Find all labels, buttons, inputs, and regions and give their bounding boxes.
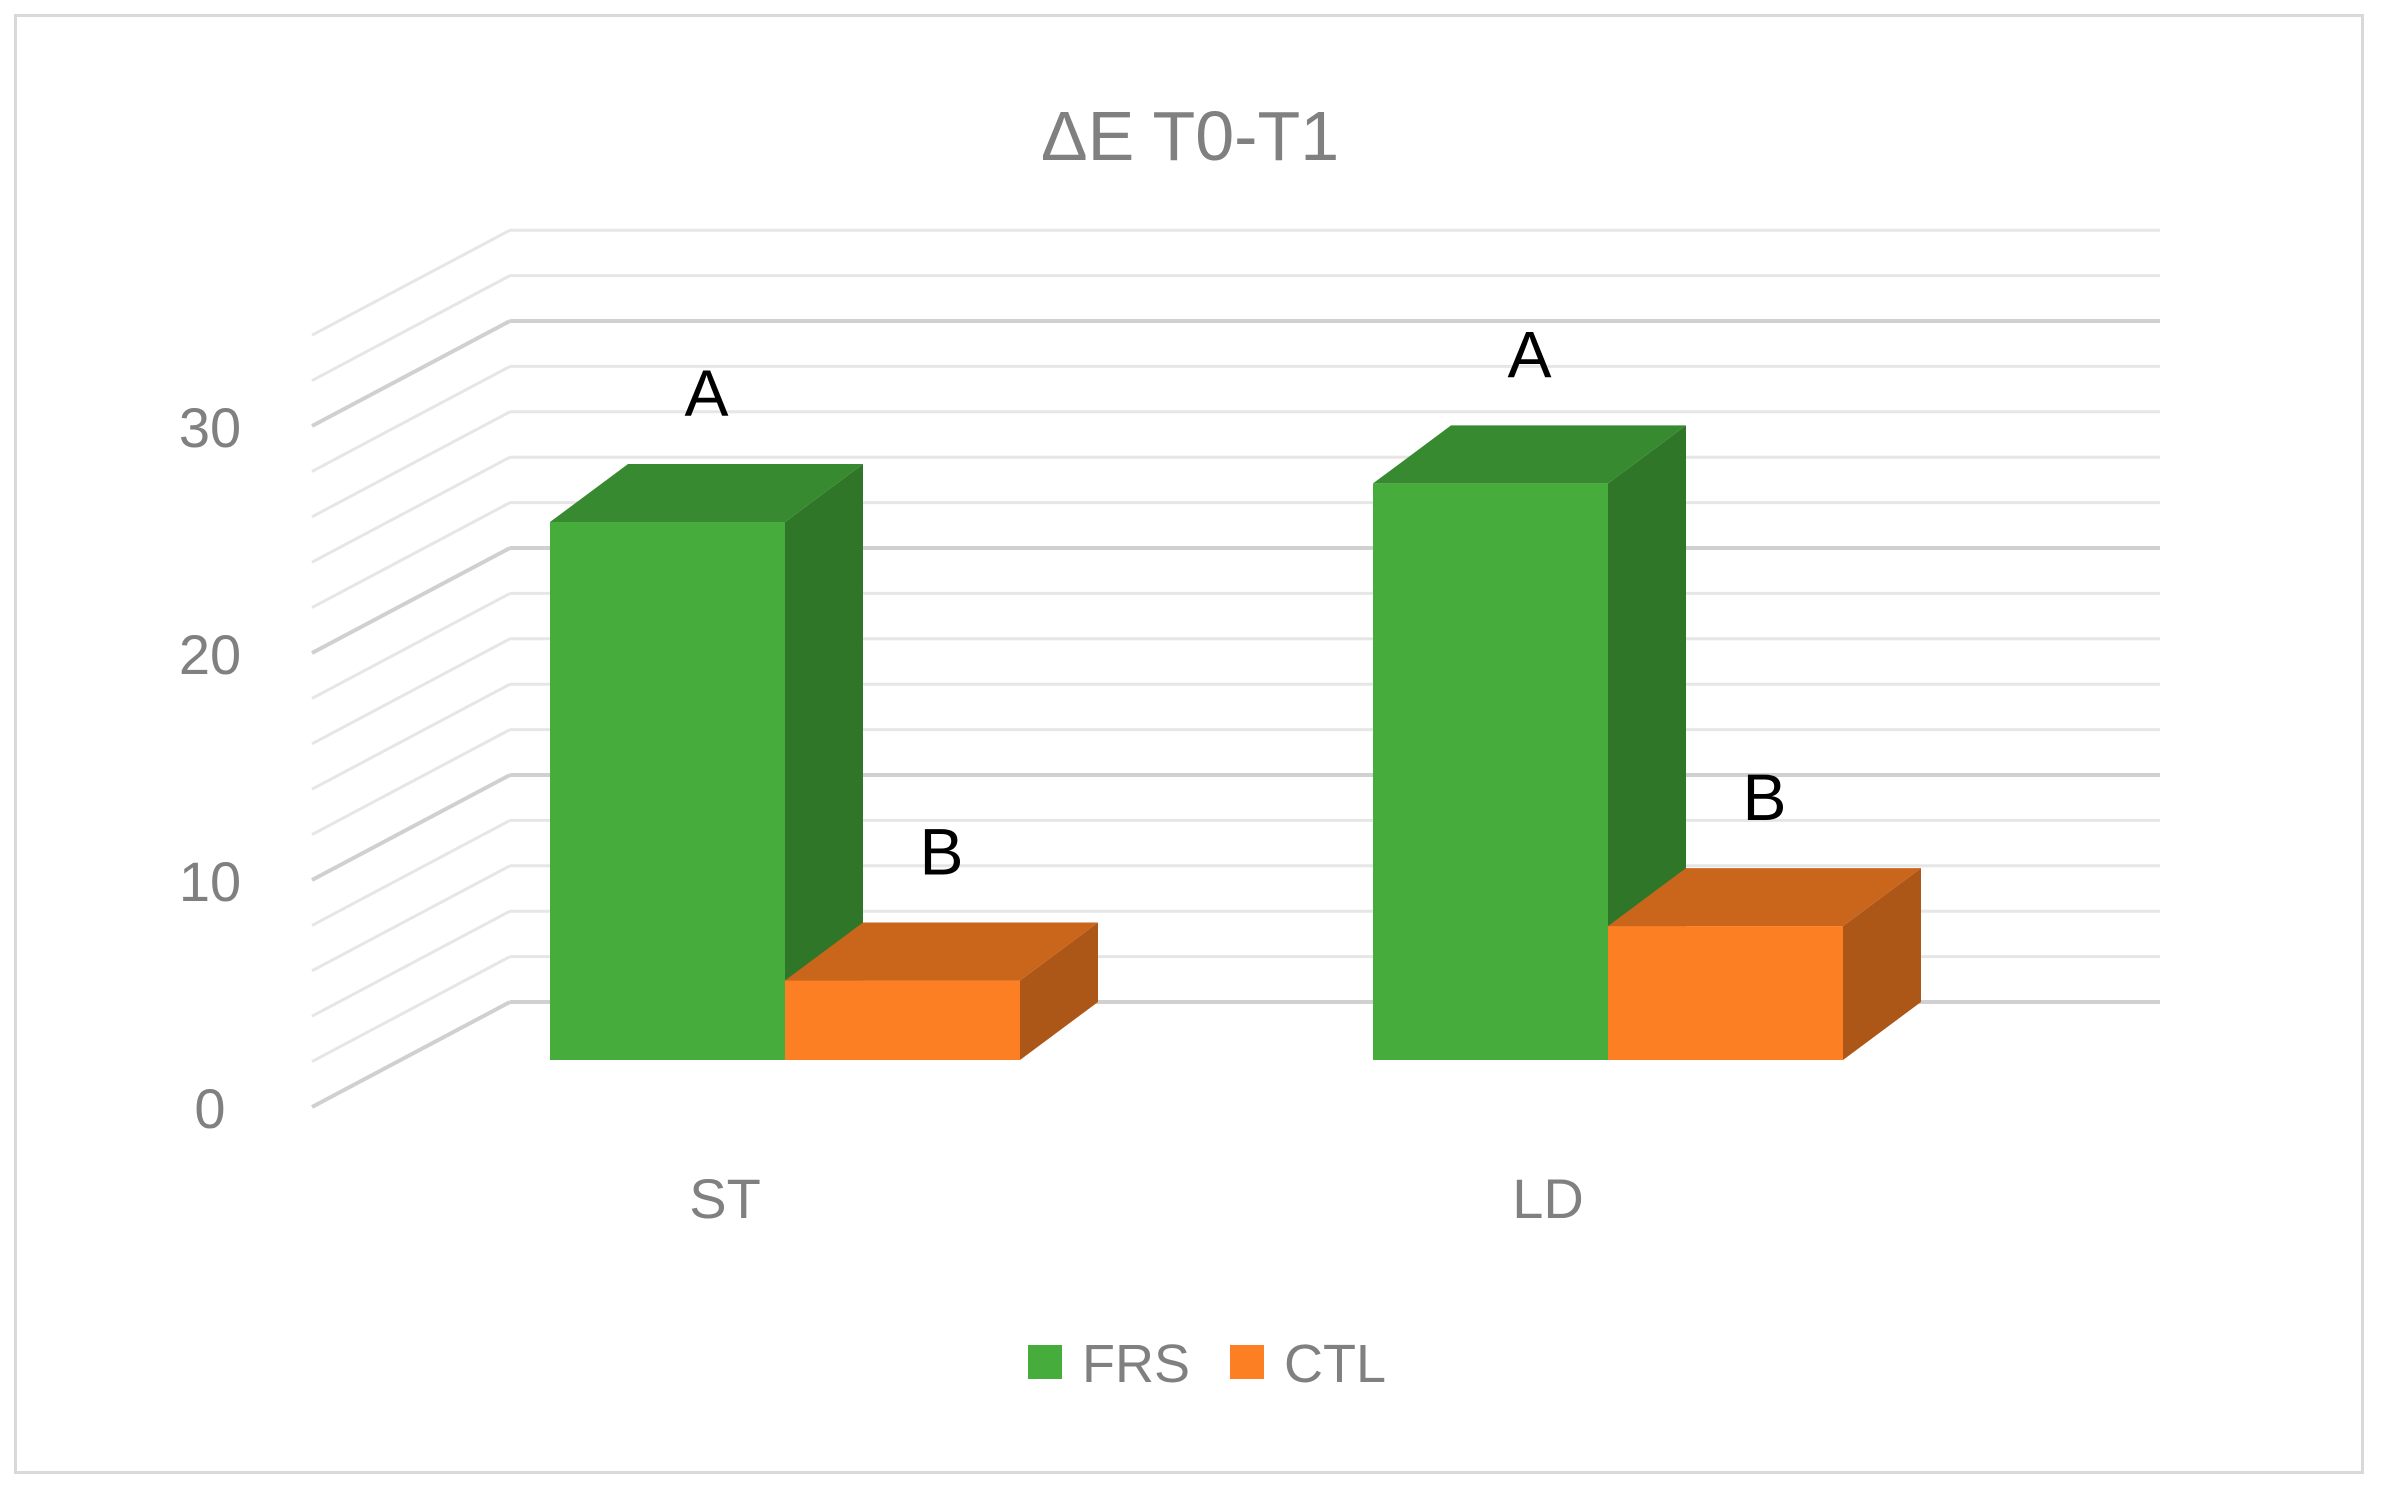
significance-label: A	[1507, 317, 1551, 391]
bar-front	[1373, 483, 1608, 1060]
bar-top	[1373, 425, 1686, 484]
legend-label-frs: FRS	[1082, 1334, 1190, 1394]
bar-front	[785, 980, 1020, 1060]
gridline-side	[311, 228, 511, 337]
bar-front	[1608, 926, 1843, 1060]
y-tick-label: 30	[179, 396, 241, 459]
gridline-side	[311, 410, 511, 519]
significance-label: A	[684, 356, 728, 430]
gridline-side	[311, 501, 511, 609]
legend-label-ctl: CTL	[1284, 1334, 1386, 1394]
gridline-side	[311, 1000, 511, 1109]
y-tick-label: 10	[179, 850, 241, 913]
bar-side	[1843, 868, 1921, 1060]
gridline-side	[311, 592, 511, 700]
bar-side	[785, 464, 863, 1060]
y-tick-label: 0	[194, 1077, 225, 1140]
gridline-side	[311, 546, 511, 655]
gridline-side	[311, 955, 511, 1063]
bar-front	[550, 522, 785, 1060]
x-tick-label: ST	[689, 1167, 761, 1230]
gridline-side	[311, 455, 511, 564]
gridline-side	[311, 728, 511, 836]
y-tick-label: 20	[179, 623, 241, 686]
labels: 0 10 20 30 A B ST A B LD	[179, 317, 1787, 1230]
chart-title: ΔE T0-T1	[1041, 97, 1339, 175]
legend-swatch-frs	[1028, 1345, 1062, 1379]
bar-ctl-ld	[1608, 868, 1921, 1060]
gridline-side	[311, 819, 511, 927]
legend: FRS CTL	[1028, 1334, 1386, 1394]
bar-side	[1020, 922, 1098, 1060]
gridline-side	[311, 274, 511, 382]
bar-ctl-st	[785, 922, 1098, 1060]
bar-top	[1608, 868, 1921, 927]
gridline-side	[311, 637, 511, 746]
chart-frame	[14, 14, 2364, 1474]
gridline-side	[311, 909, 511, 1018]
legend-swatch-ctl	[1230, 1345, 1264, 1379]
significance-label: B	[919, 815, 963, 889]
gridline-side	[311, 682, 511, 791]
bar-top	[785, 922, 1098, 981]
bars	[550, 425, 1921, 1060]
gridline-side	[311, 864, 511, 973]
gridline-side	[311, 773, 511, 882]
gridline-side	[311, 319, 511, 428]
bar-top	[550, 464, 863, 523]
significance-label: B	[1742, 760, 1786, 834]
gridline-side	[311, 365, 511, 473]
bar-frs-st	[550, 464, 863, 1060]
x-tick-label: LD	[1512, 1167, 1584, 1230]
